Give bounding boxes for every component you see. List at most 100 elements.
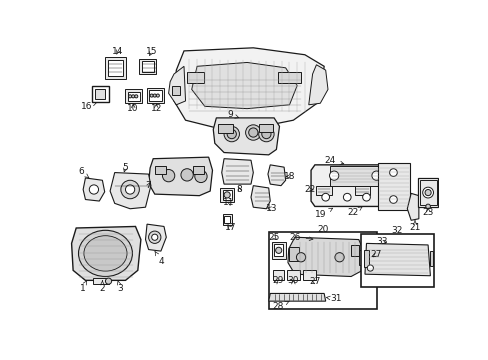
Bar bbox=[127, 92, 140, 101]
Bar bbox=[354, 186, 369, 195]
Bar bbox=[286, 270, 299, 280]
Circle shape bbox=[425, 204, 429, 209]
Polygon shape bbox=[250, 186, 270, 209]
Text: 2: 2 bbox=[100, 281, 105, 293]
Text: 14: 14 bbox=[112, 47, 123, 56]
Bar bbox=[277, 72, 301, 83]
Polygon shape bbox=[71, 226, 141, 280]
Text: 8: 8 bbox=[236, 185, 242, 194]
Polygon shape bbox=[364, 243, 429, 276]
Bar bbox=[95, 89, 105, 99]
Text: 6: 6 bbox=[78, 167, 89, 177]
Bar bbox=[147, 88, 163, 103]
Text: 32: 32 bbox=[391, 226, 402, 235]
Polygon shape bbox=[268, 293, 325, 301]
Bar bbox=[377, 163, 409, 210]
Circle shape bbox=[258, 126, 274, 142]
Text: 21: 21 bbox=[408, 221, 420, 233]
Text: 27: 27 bbox=[308, 278, 320, 287]
Text: 12: 12 bbox=[150, 104, 162, 113]
Bar bbox=[329, 166, 380, 186]
Text: 16: 16 bbox=[81, 102, 96, 111]
Circle shape bbox=[224, 192, 230, 198]
Bar bbox=[271, 242, 285, 259]
Text: 24: 24 bbox=[324, 156, 343, 165]
Polygon shape bbox=[191, 62, 297, 109]
Text: 28: 28 bbox=[272, 301, 288, 311]
Bar bbox=[302, 270, 316, 280]
Text: 33: 33 bbox=[375, 237, 387, 246]
Circle shape bbox=[121, 180, 139, 199]
Polygon shape bbox=[308, 65, 327, 105]
Circle shape bbox=[389, 169, 396, 176]
Ellipse shape bbox=[79, 230, 132, 276]
Text: 25: 25 bbox=[268, 233, 279, 242]
Text: 22: 22 bbox=[304, 185, 315, 194]
Text: 15: 15 bbox=[145, 47, 157, 56]
Bar bbox=[364, 249, 368, 266]
Polygon shape bbox=[213, 118, 279, 155]
Circle shape bbox=[153, 94, 156, 97]
Text: 22: 22 bbox=[347, 207, 361, 217]
Text: 4: 4 bbox=[155, 251, 163, 266]
Text: 13: 13 bbox=[265, 204, 277, 213]
Text: 19: 19 bbox=[315, 208, 332, 219]
Circle shape bbox=[150, 94, 153, 97]
Circle shape bbox=[245, 125, 261, 140]
Bar bbox=[258, 124, 272, 132]
Text: 7: 7 bbox=[145, 181, 151, 190]
Bar bbox=[417, 178, 437, 207]
Text: 5: 5 bbox=[122, 163, 128, 172]
Circle shape bbox=[329, 171, 338, 180]
Polygon shape bbox=[145, 224, 166, 251]
Bar bbox=[193, 166, 203, 174]
Polygon shape bbox=[83, 178, 104, 201]
Polygon shape bbox=[110, 172, 151, 209]
Polygon shape bbox=[174, 48, 324, 128]
Polygon shape bbox=[267, 165, 285, 186]
Circle shape bbox=[135, 95, 138, 98]
Bar bbox=[429, 251, 432, 266]
Polygon shape bbox=[407, 193, 418, 220]
Text: 26: 26 bbox=[288, 233, 312, 242]
Circle shape bbox=[366, 265, 373, 271]
Bar bbox=[125, 89, 142, 103]
Circle shape bbox=[275, 247, 281, 253]
Circle shape bbox=[181, 169, 193, 181]
Text: 1: 1 bbox=[80, 281, 86, 293]
Bar bbox=[107, 60, 123, 76]
Text: 20: 20 bbox=[316, 225, 327, 234]
Bar bbox=[220, 188, 234, 202]
Text: 30: 30 bbox=[287, 276, 299, 285]
Bar bbox=[316, 186, 331, 195]
Bar bbox=[224, 216, 230, 223]
Circle shape bbox=[89, 185, 99, 194]
Text: 31: 31 bbox=[326, 294, 341, 303]
Circle shape bbox=[424, 189, 430, 195]
Circle shape bbox=[248, 128, 257, 137]
Bar bbox=[154, 166, 166, 174]
Bar bbox=[91, 86, 108, 103]
Text: 9: 9 bbox=[227, 110, 238, 119]
Text: 18: 18 bbox=[283, 172, 295, 181]
Circle shape bbox=[151, 234, 158, 240]
Bar bbox=[360, 234, 433, 287]
Bar bbox=[149, 90, 162, 101]
Text: 10: 10 bbox=[127, 104, 139, 113]
Text: 23: 23 bbox=[422, 208, 433, 217]
Polygon shape bbox=[287, 237, 364, 276]
Circle shape bbox=[226, 130, 236, 139]
Polygon shape bbox=[148, 157, 212, 195]
Circle shape bbox=[224, 126, 239, 142]
Circle shape bbox=[261, 130, 270, 139]
Text: 17: 17 bbox=[224, 224, 236, 233]
Bar bbox=[93, 278, 108, 284]
Bar bbox=[218, 124, 233, 133]
Bar bbox=[187, 72, 203, 83]
Bar bbox=[358, 249, 372, 265]
Circle shape bbox=[343, 193, 350, 201]
Polygon shape bbox=[221, 159, 253, 184]
Circle shape bbox=[125, 185, 135, 194]
Circle shape bbox=[156, 94, 159, 97]
Circle shape bbox=[128, 95, 131, 98]
